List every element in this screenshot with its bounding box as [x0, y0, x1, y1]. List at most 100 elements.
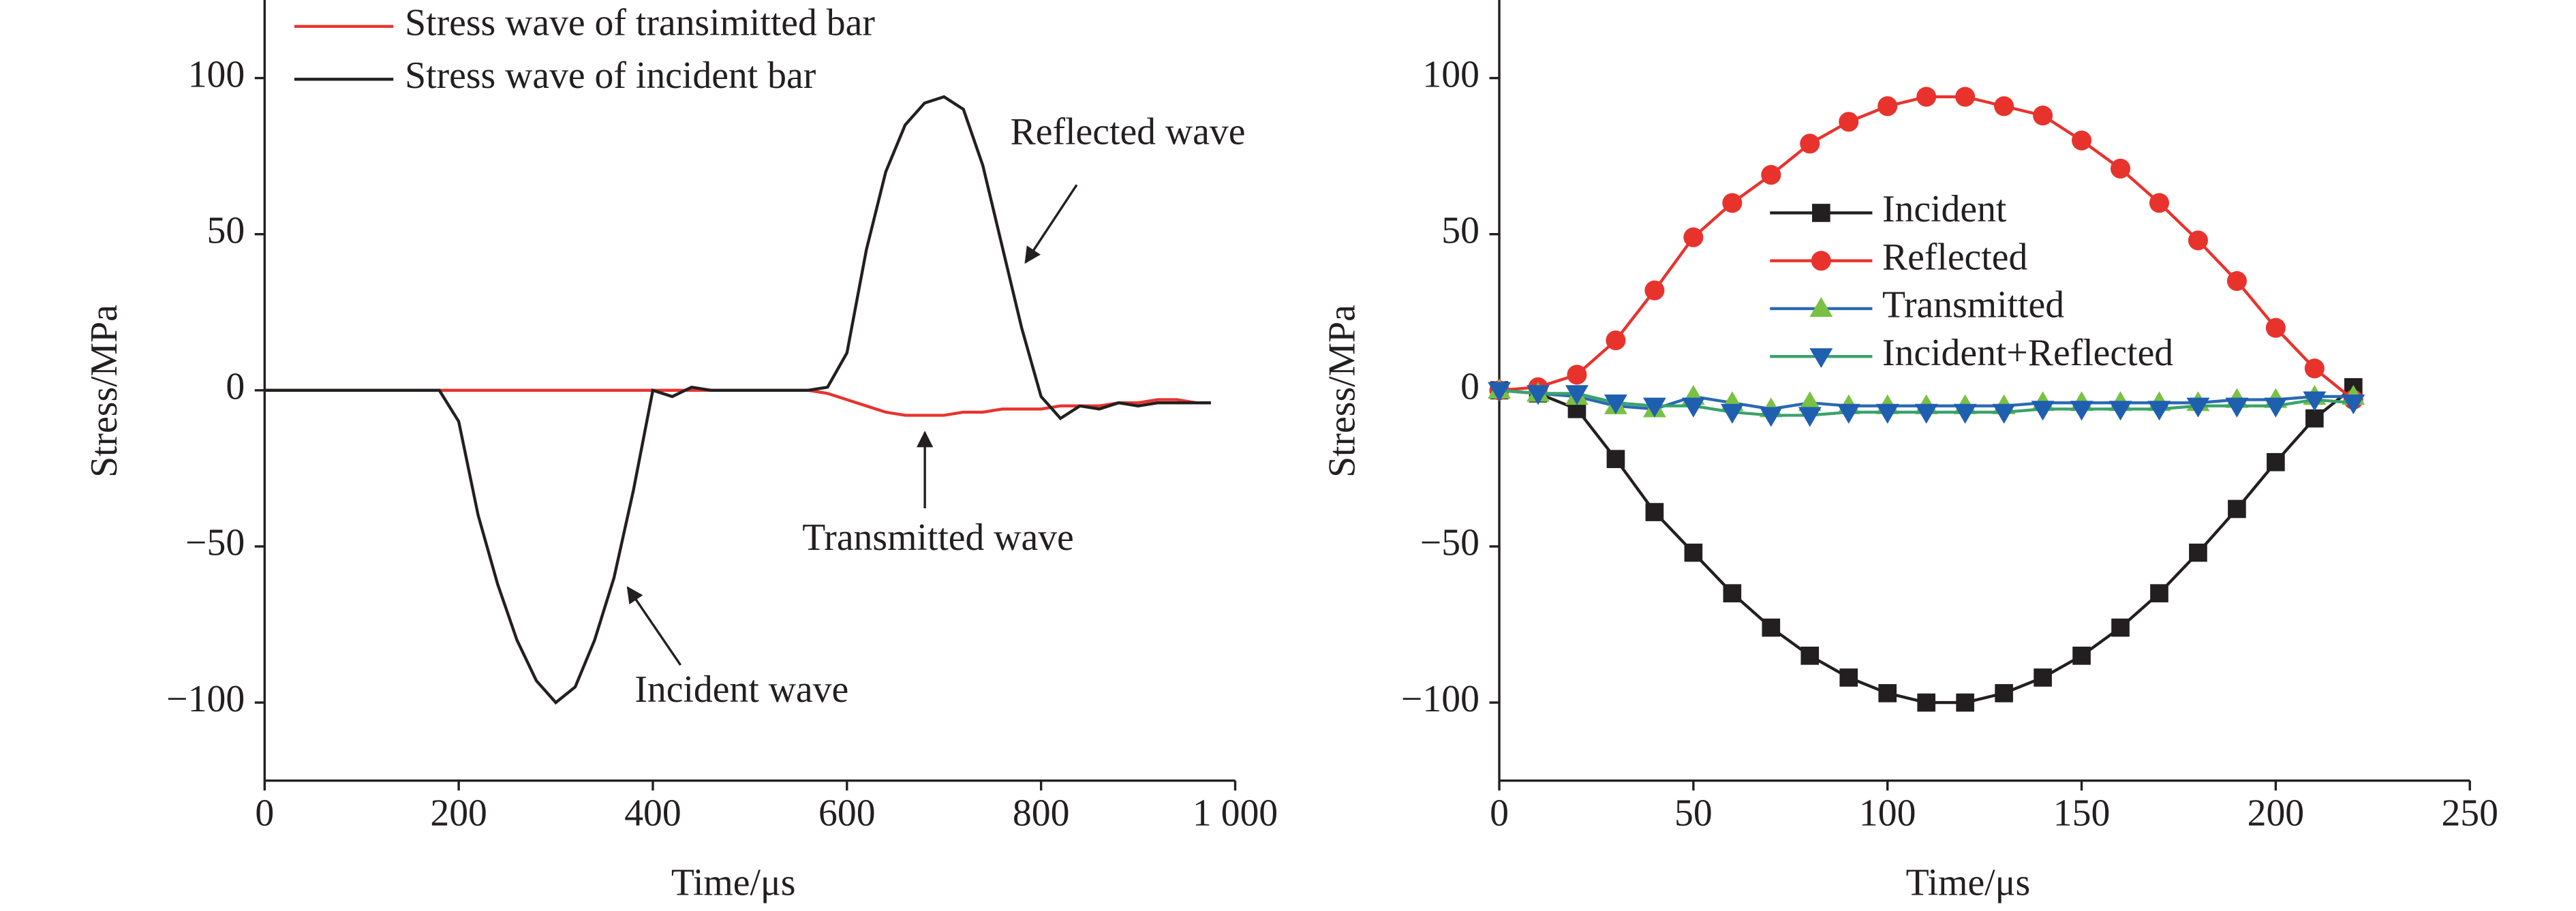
marker [1878, 684, 1897, 702]
marker [2188, 230, 2208, 251]
marker [2031, 401, 2055, 421]
y-tick-label: 50 [207, 209, 245, 251]
annotation: Incident wave [634, 668, 848, 711]
marker [2225, 397, 2249, 418]
legend-label: Incident [1882, 188, 2007, 230]
legend-label: Transmitted [1882, 284, 2064, 326]
marker [1488, 382, 1511, 402]
marker [1992, 403, 2016, 424]
marker [1800, 134, 1820, 154]
marker [2072, 130, 2092, 151]
marker [1759, 407, 1783, 427]
legend-label: Stress wave of transimitted bar [405, 2, 875, 44]
x-axis-label: Time/μs [1906, 861, 2031, 904]
marker [1800, 647, 1820, 665]
marker [2189, 543, 2207, 562]
marker [2186, 397, 2210, 418]
x-tick-label: 0 [1490, 792, 1509, 835]
x-tick-label: 0 [255, 792, 274, 835]
x-tick-label: 400 [624, 792, 681, 835]
marker [1953, 403, 1977, 424]
marker [1684, 543, 1703, 562]
marker [1811, 251, 1831, 271]
marker [1877, 96, 1898, 117]
marker [1809, 348, 1833, 369]
x-axis-label: Time/μs [671, 861, 796, 904]
x-tick-label: 800 [1013, 792, 1070, 835]
marker [2305, 409, 2324, 428]
marker [1839, 668, 1858, 687]
marker [1839, 112, 1859, 132]
marker [1762, 618, 1781, 637]
marker [1722, 193, 1743, 213]
marker [2265, 318, 2286, 338]
legend-label: Reflected [1882, 236, 2027, 278]
marker [2070, 401, 2094, 421]
marker [1914, 403, 1938, 424]
y-axis-label: Stress/MPa [1321, 305, 1364, 478]
marker [1683, 227, 1704, 247]
marker [1606, 330, 1626, 351]
marker [2110, 158, 2131, 179]
marker [1606, 450, 1625, 468]
y-tick-label: 50 [1441, 209, 1479, 251]
y-tick-label: −100 [166, 678, 245, 720]
marker [1720, 403, 1744, 424]
marker [1812, 204, 1830, 222]
x-tick-label: 150 [2053, 792, 2111, 835]
x-tick-label: 200 [430, 792, 487, 835]
arrow [626, 586, 682, 666]
x-tick-label: 600 [818, 792, 876, 835]
marker [2149, 193, 2170, 213]
marker [1681, 397, 1705, 418]
series-line [1499, 386, 2355, 705]
marker [1955, 87, 1976, 107]
y-tick-label: 100 [1422, 53, 1479, 95]
x-tick-label: 100 [1859, 792, 1916, 835]
arrow [1024, 184, 1078, 264]
marker [1916, 87, 1937, 107]
x-tick-label: 200 [2248, 792, 2305, 835]
marker [2150, 584, 2168, 603]
marker [1809, 296, 1833, 318]
marker [2033, 106, 2053, 126]
annotation: Transmitted wave [802, 516, 1074, 559]
y-tick-label: 0 [226, 366, 245, 408]
x-tick-label: 250 [2441, 792, 2498, 835]
marker [1567, 365, 1587, 385]
marker [1875, 403, 1899, 424]
y-tick-label: −100 [1401, 678, 1479, 720]
marker [1604, 395, 1627, 415]
y-tick-label: 100 [188, 53, 245, 95]
marker [2072, 647, 2091, 665]
marker [2109, 401, 2132, 421]
marker [1642, 397, 1666, 418]
legend-label: Stress wave of incident bar [405, 55, 816, 97]
x-tick-label: 1 000 [1193, 792, 1278, 835]
marker [1956, 693, 1974, 712]
y-axis-label: Stress/MPa [83, 305, 125, 478]
y-tick-label: 0 [1460, 366, 1479, 408]
marker [2228, 499, 2246, 519]
marker [1761, 165, 1781, 185]
marker [2264, 397, 2288, 418]
marker [1837, 403, 1860, 424]
marker [2111, 618, 2130, 637]
marker [1645, 503, 1664, 521]
y-tick-label: −50 [185, 522, 245, 564]
marker [1798, 407, 1822, 427]
marker [2226, 271, 2247, 291]
marker [1994, 96, 2014, 117]
legend-label: Incident+Reflected [1882, 332, 2173, 374]
y-tick-label: −50 [1420, 522, 1479, 564]
series-line [264, 95, 1211, 705]
marker [1723, 584, 1742, 603]
marker [2342, 395, 2365, 415]
annotation: Reflected wave [1011, 110, 1246, 153]
marker [1527, 385, 1550, 405]
marker [2304, 358, 2325, 379]
marker [1644, 280, 1665, 300]
marker [1917, 693, 1935, 712]
marker [2147, 401, 2171, 421]
